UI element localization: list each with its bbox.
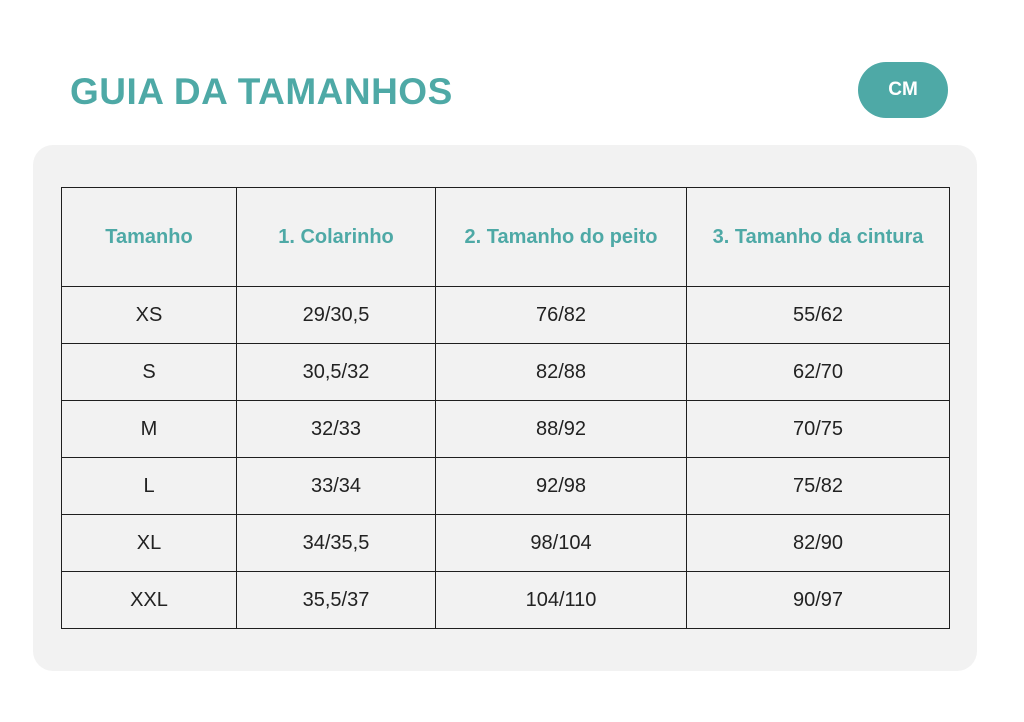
waist-cell: 62/70 — [686, 343, 950, 401]
chest-cell: 76/82 — [435, 286, 687, 344]
chest-cell: 104/110 — [435, 571, 687, 629]
page-title: GUIA DA TAMANHOS — [70, 71, 453, 112]
column-header-size: Tamanho — [61, 187, 237, 287]
table-header-row: Tamanho 1. Colarinho 2. Tamanho do peito… — [61, 187, 950, 287]
collar-cell: 30,5/32 — [236, 343, 436, 401]
size-cell: M — [61, 400, 237, 458]
collar-cell: 29/30,5 — [236, 286, 436, 344]
waist-cell: 90/97 — [686, 571, 950, 629]
waist-cell: 82/90 — [686, 514, 950, 572]
size-cell: XXL — [61, 571, 237, 629]
chest-cell: 92/98 — [435, 457, 687, 515]
collar-cell: 34/35,5 — [236, 514, 436, 572]
table-row: L 33/34 92/98 75/82 — [61, 457, 950, 515]
waist-cell: 75/82 — [686, 457, 950, 515]
waist-cell: 55/62 — [686, 286, 950, 344]
size-cell: S — [61, 343, 237, 401]
table-row: XS 29/30,5 76/82 55/62 — [61, 286, 950, 344]
size-cell: L — [61, 457, 237, 515]
column-header-chest: 2. Tamanho do peito — [435, 187, 687, 287]
size-cell: XS — [61, 286, 237, 344]
collar-cell: 35,5/37 — [236, 571, 436, 629]
table-row: XXL 35,5/37 104/110 90/97 — [61, 571, 950, 629]
size-table: Tamanho 1. Colarinho 2. Tamanho do peito… — [61, 187, 950, 629]
chest-cell: 82/88 — [435, 343, 687, 401]
collar-cell: 33/34 — [236, 457, 436, 515]
unit-toggle-button[interactable]: CM — [858, 62, 948, 118]
collar-cell: 32/33 — [236, 400, 436, 458]
table-row: XL 34/35,5 98/104 82/90 — [61, 514, 950, 572]
waist-cell: 70/75 — [686, 400, 950, 458]
table-row: S 30,5/32 82/88 62/70 — [61, 343, 950, 401]
chest-cell: 88/92 — [435, 400, 687, 458]
size-cell: XL — [61, 514, 237, 572]
column-header-collar: 1. Colarinho — [236, 187, 436, 287]
column-header-waist: 3. Tamanho da cintura — [686, 187, 950, 287]
table-row: M 32/33 88/92 70/75 — [61, 400, 950, 458]
chest-cell: 98/104 — [435, 514, 687, 572]
